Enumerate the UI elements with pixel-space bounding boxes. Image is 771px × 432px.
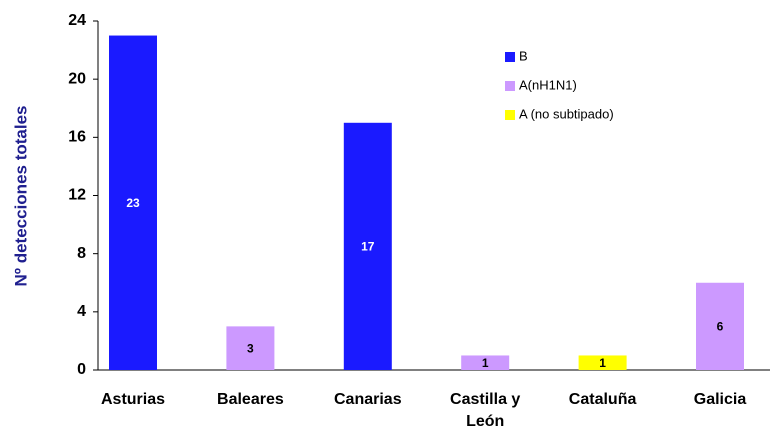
legend-label: A (no subtipado)	[519, 106, 614, 121]
data-label: 1	[482, 356, 489, 370]
x-tick-label: Asturias	[100, 391, 166, 408]
legend-label: B	[519, 48, 528, 63]
legend-label: A(nH1N1)	[519, 77, 577, 92]
bar	[109, 35, 157, 371]
bar	[578, 355, 627, 370]
legend-swatch	[505, 81, 515, 91]
y-tick-label: 16	[68, 129, 86, 146]
data-label: 17	[361, 240, 375, 254]
data-label: 6	[717, 320, 724, 334]
x-tick-label: Baleares	[217, 391, 284, 408]
bar	[696, 282, 744, 370]
bar	[343, 122, 392, 371]
data-label: 23	[126, 196, 140, 210]
y-tick-label: 24	[68, 12, 86, 29]
x-tick-label: Canarias	[334, 391, 402, 408]
y-tick-label: 4	[77, 303, 86, 320]
y-tick-label: 20	[68, 70, 86, 87]
y-tick-label: 8	[77, 245, 86, 262]
x-tick-label: Galicia	[693, 391, 747, 408]
y-tick-label: 0	[77, 361, 86, 378]
legend-swatch	[505, 110, 515, 120]
bar	[226, 326, 275, 370]
bar	[461, 355, 510, 370]
y-axis-label: Nº detecciones totales	[11, 106, 30, 287]
y-tick-label: 12	[68, 187, 86, 204]
x-tick-label: Castilla y León	[450, 391, 521, 430]
legend-swatch	[505, 52, 515, 62]
data-label: 1	[599, 356, 606, 370]
x-tick-label: Cataluña	[568, 391, 637, 408]
data-label: 3	[247, 341, 254, 355]
